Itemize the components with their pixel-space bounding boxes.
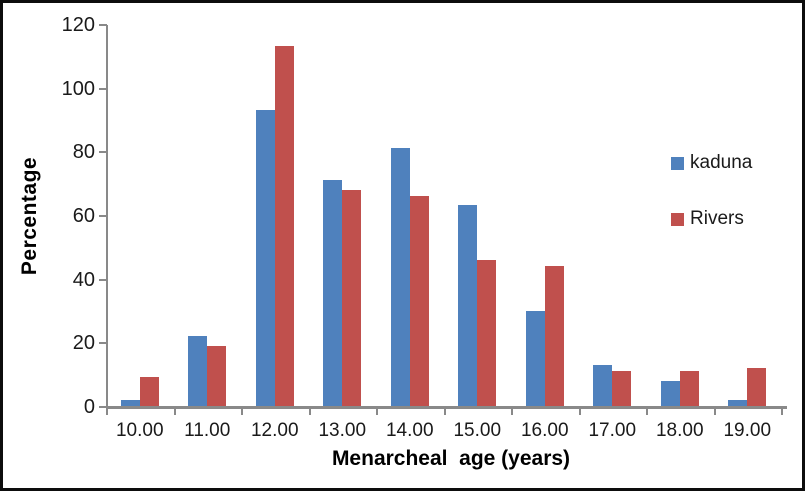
chart-plot: 0 20 40 60 80 100 120 10.00 11.00 12.00 13.00 14.00… [3, 3, 802, 488]
bar-kaduna-10.00 [120, 399, 140, 406]
y-axis-line [106, 25, 108, 409]
y-tick-label: 60 [72, 205, 95, 227]
y-tick-label: 100 [61, 77, 95, 100]
y-tick-mark [99, 215, 107, 217]
x-tick-mark [308, 407, 311, 415]
legend-swatch-rivers-icon [671, 212, 684, 226]
bar-kaduna-12.00 [255, 109, 275, 406]
x-tick-label: 19.00 [723, 420, 772, 441]
legend-label-kaduna: kaduna [690, 152, 753, 173]
y-tick-mark [99, 406, 107, 408]
bar-Rivers-17.00 [612, 370, 632, 406]
legend-swatch-kaduna-icon [671, 156, 684, 170]
y-tick-mark [99, 342, 107, 345]
bar-kaduna-17.00 [593, 364, 613, 406]
y-tick-label: 0 [83, 396, 95, 418]
bar-kaduna-14.00 [390, 148, 410, 406]
y-tick-label: 120 [61, 14, 95, 36]
x-tick-label: 13.00 [318, 420, 367, 441]
x-tick-label: 11.00 [184, 420, 231, 441]
x-tick-label: 17.00 [588, 420, 637, 441]
x-tick-label: 15.00 [453, 420, 502, 441]
x-tick-mark [646, 407, 648, 415]
y-tick-label: 80 [72, 141, 95, 164]
bar-kaduna-13.00 [323, 179, 343, 406]
bar-Rivers-19.00 [747, 367, 767, 406]
legend-label-rivers: Rivers [690, 208, 744, 229]
x-tick-mark [443, 407, 446, 415]
x-tick-mark [106, 407, 108, 415]
bar-Rivers-13.00 [342, 189, 362, 406]
x-tick-mark [781, 407, 783, 415]
y-tick-label: 40 [72, 268, 95, 291]
bar-Rivers-15.00 [477, 259, 497, 406]
x-tick-label: 12.00 [250, 420, 299, 441]
x-tick-mark [511, 407, 513, 415]
bar-Rivers-12.00 [274, 46, 294, 406]
x-tick-mark [578, 407, 581, 415]
bar-kaduna-15.00 [458, 205, 478, 406]
x-axis-title: Menarcheal age (years) [331, 447, 571, 470]
legend: kaduna Rivers [671, 151, 752, 263]
x-tick-label: 16.00 [520, 420, 569, 441]
bar-Rivers-18.00 [679, 370, 699, 406]
bar-kaduna-16.00 [525, 310, 545, 406]
y-tick-label: 20 [72, 332, 95, 355]
x-tick-mark [241, 407, 243, 415]
bar-Rivers-16.00 [544, 265, 564, 406]
x-tick-mark [376, 407, 378, 415]
y-tick-mark [99, 151, 107, 154]
x-tick-label: 10.00 [115, 420, 164, 441]
legend-entry-rivers: Rivers [671, 207, 752, 231]
x-tick-label: 18.00 [655, 420, 704, 441]
bar-kaduna-18.00 [660, 380, 680, 406]
y-tick-mark [99, 87, 107, 90]
x-tick-mark [713, 407, 716, 415]
bar-kaduna-11.00 [188, 335, 208, 406]
y-tick-mark [99, 24, 107, 26]
bar-Rivers-10.00 [139, 377, 159, 406]
bar-Rivers-11.00 [207, 345, 227, 406]
bar-Rivers-14.00 [409, 195, 429, 406]
x-tick-label: 14.00 [385, 420, 434, 441]
bar-kaduna-19.00 [728, 399, 748, 406]
y-tick-mark [99, 278, 107, 281]
x-axis-line [106, 406, 787, 409]
legend-entry-kaduna: kaduna [671, 151, 752, 175]
x-tick-mark [173, 407, 176, 415]
